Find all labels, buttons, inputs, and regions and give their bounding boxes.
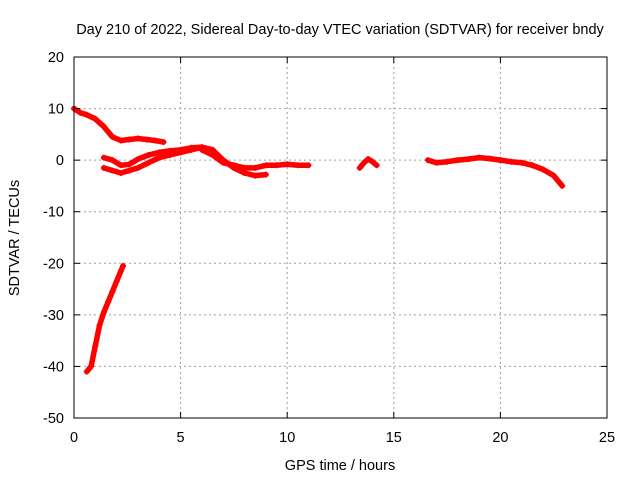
x-axis-label: GPS time / hours [285, 458, 395, 474]
data-point [100, 123, 107, 130]
data-point [109, 288, 116, 295]
data-point [96, 322, 103, 329]
data-point [476, 154, 483, 161]
x-tick-label: 15 [386, 430, 402, 446]
data-point [100, 164, 107, 171]
data-point [134, 164, 141, 171]
data-point [486, 155, 493, 162]
data-point [356, 164, 363, 171]
data-point [433, 159, 440, 166]
data-point [188, 146, 195, 153]
data-point [117, 137, 124, 144]
data-point [145, 151, 152, 158]
data-point [134, 135, 141, 142]
y-tick-label: 0 [56, 153, 64, 169]
data-point [177, 149, 184, 156]
y-axis-label: SDTVAR / TECUs [7, 180, 23, 296]
data-point [83, 111, 90, 118]
data-point [120, 262, 127, 269]
data-point [117, 170, 124, 177]
data-point [83, 368, 90, 375]
data-series [71, 105, 566, 375]
data-point [126, 167, 133, 174]
data-point [284, 161, 291, 168]
data-point [92, 115, 99, 122]
data-point [273, 162, 280, 169]
y-tick-label: -40 [43, 359, 64, 375]
data-point [241, 164, 248, 171]
data-point [529, 162, 536, 169]
grid-lines [74, 57, 607, 418]
data-point [360, 159, 367, 166]
y-tick-label: 20 [48, 50, 64, 66]
data-point [305, 162, 312, 169]
data-point [559, 182, 566, 189]
data-point [160, 139, 167, 146]
data-point [198, 146, 205, 153]
data-point [454, 157, 461, 164]
data-point [365, 156, 372, 163]
y-tick-label: 10 [48, 102, 64, 118]
data-point [497, 157, 504, 164]
data-point [518, 159, 525, 166]
data-point [252, 172, 259, 179]
data-point [444, 158, 451, 165]
x-tick-label: 5 [177, 430, 185, 446]
data-point [550, 172, 557, 179]
data-point [241, 170, 248, 177]
data-point [465, 156, 472, 163]
data-point [145, 159, 152, 166]
data-point [109, 133, 116, 140]
x-tick-label: 25 [599, 430, 615, 446]
axis-ticks: 0 5 10 15 20 25 -50 -40 -30 -20 -10 0 10 20 [43, 50, 615, 446]
data-point [166, 151, 173, 158]
data-point [117, 268, 124, 275]
data-point [209, 151, 216, 158]
data-point [109, 157, 116, 164]
data-point [294, 162, 301, 169]
x-tick-label: 10 [279, 430, 295, 446]
chart-title: Day 210 of 2022, Sidereal Day-to-day VTE… [76, 22, 604, 38]
series-track-g [84, 263, 126, 375]
data-point [373, 162, 380, 169]
y-tick-label: -10 [43, 205, 64, 221]
y-tick-label: -20 [43, 256, 64, 272]
data-point [100, 309, 107, 316]
data-point [369, 158, 376, 165]
data-point [230, 162, 237, 169]
data-point [143, 136, 150, 143]
y-tick-label: -50 [43, 411, 64, 427]
data-point [77, 109, 84, 116]
data-point [92, 342, 99, 349]
data-point [262, 171, 269, 178]
data-point [88, 363, 95, 370]
data-point [262, 162, 269, 169]
data-point [113, 278, 120, 285]
data-point [109, 167, 116, 174]
data-point [424, 157, 431, 164]
data-point [252, 164, 259, 171]
data-point [540, 166, 547, 173]
data-point [209, 146, 216, 153]
x-tick-label: 20 [492, 430, 508, 446]
data-point [117, 162, 124, 169]
data-point [508, 158, 515, 165]
data-point [156, 149, 163, 156]
y-tick-label: -30 [43, 308, 64, 324]
data-point [126, 161, 133, 168]
data-point [152, 137, 159, 144]
plot-frame [73, 56, 608, 419]
data-point [156, 154, 163, 161]
data-point [134, 156, 141, 163]
data-point [105, 298, 112, 305]
data-point [126, 136, 133, 143]
x-tick-label: 0 [70, 430, 78, 446]
data-point [220, 159, 227, 166]
data-point [100, 154, 107, 161]
